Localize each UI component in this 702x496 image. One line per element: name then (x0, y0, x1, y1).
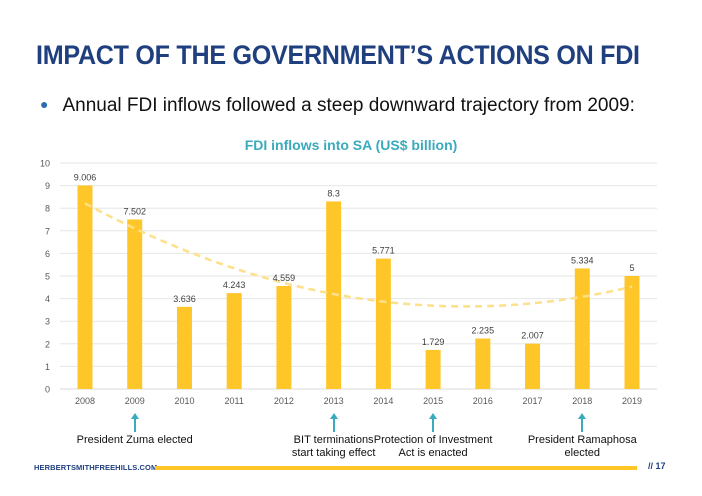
x-tick-label: 2016 (473, 396, 493, 406)
data-label: 9.006 (74, 172, 97, 182)
data-label: 5.334 (571, 255, 594, 265)
annotation-line: BIT terminations (293, 434, 374, 446)
y-tick-label: 10 (40, 159, 50, 169)
x-tick-label: 2014 (373, 396, 393, 406)
bar-2016 (475, 338, 491, 389)
y-tick-label: 7 (45, 226, 50, 236)
bar-2011 (226, 293, 242, 389)
bullet-text: Annual FDI inflows followed a steep down… (62, 95, 635, 116)
annotation-line: Protection of Investment (373, 434, 493, 446)
bar-2008 (77, 185, 93, 389)
bar-2015 (425, 349, 441, 389)
annotation-2018: President Ramaphosa elected (502, 434, 662, 460)
data-labels: 9.006 7.502 3.636 4.243 4.559 8.3 5.771 1.729 2.… (74, 172, 635, 346)
y-tick-label: 2 (45, 339, 50, 349)
annotation-2015: Protection of Investment Act is enacted (353, 434, 513, 460)
page-number: // 17 (648, 461, 666, 471)
x-tick-label: 2017 (523, 396, 543, 406)
up-arrow-icon (429, 413, 438, 432)
bar-2009 (127, 219, 143, 389)
x-axis-ticks: 2008 2009 2010 2011 2012 2013 2014 2015 2016 2017… (75, 396, 642, 406)
data-label: 5.771 (372, 246, 395, 256)
trendline-group (84, 202, 633, 308)
annotation-line: President Zuma elected (76, 434, 193, 446)
up-arrow-icon (578, 413, 587, 432)
y-tick-label: 0 (45, 385, 50, 395)
annotation-line: elected (564, 447, 600, 459)
x-tick-label: 2019 (622, 396, 642, 406)
data-label: 8.3 (327, 188, 340, 198)
annotation-line: start taking effect (291, 447, 376, 459)
gridlines (60, 162, 657, 390)
bar-2018 (574, 268, 590, 389)
bar-2014 (375, 258, 391, 389)
x-tick-label: 2015 (423, 396, 443, 406)
x-tick-label: 2018 (572, 396, 592, 406)
data-label: 7.502 (123, 206, 146, 216)
y-tick-label: 6 (45, 249, 50, 259)
x-tick-label: 2008 (75, 396, 95, 406)
data-label: 2.007 (521, 331, 544, 341)
data-label: 4.559 (273, 273, 296, 283)
annotation-line: President Ramaphosa (527, 434, 637, 446)
footer-bar (155, 466, 637, 470)
y-tick-label: 1 (45, 362, 50, 372)
data-label: 3.636 (173, 294, 196, 304)
bar-2010 (176, 306, 192, 389)
fdi-bar-chart: 0 1 2 3 4 5 6 7 8 9 10 9.006 7.502 3.636 4.243 4.559 8.… (40, 159, 657, 406)
up-arrow-icon (329, 413, 338, 432)
x-tick-label: 2011 (225, 396, 244, 406)
y-tick-label: 3 (45, 317, 50, 327)
annotation-line: Act is enacted (398, 447, 468, 459)
bullet-point: ● Annual FDI inflows followed a steep dow… (40, 95, 635, 117)
y-tick-label: 5 (45, 272, 50, 282)
data-label: 5 (629, 263, 634, 273)
bar-2019 (624, 276, 640, 389)
chart-title: FDI inflows into SA (US$ billion) (244, 137, 458, 153)
up-arrow-icon (130, 413, 139, 432)
bar-2017 (525, 343, 541, 389)
x-tick-label: 2012 (274, 396, 294, 406)
y-axis-ticks: 0 1 2 3 4 5 6 7 8 9 10 (40, 159, 50, 395)
annotation-2009: President Zuma elected (55, 434, 215, 447)
footer-website[interactable]: HERBERTSMITHFREEHILLS.COM (34, 463, 158, 472)
bar-2012 (276, 285, 292, 389)
x-tick-label: 2010 (174, 396, 194, 406)
page-title: IMPACT OF THE GOVERNMENT’S ACTIONS ON FD… (36, 40, 640, 70)
data-label: 2.235 (472, 325, 495, 335)
data-label: 1.729 (422, 337, 445, 347)
data-label: 4.243 (223, 280, 246, 290)
y-tick-label: 8 (45, 204, 50, 214)
bars (77, 185, 640, 389)
x-tick-label: 2013 (324, 396, 344, 406)
x-tick-label: 2009 (125, 396, 145, 406)
trendline (84, 202, 633, 308)
annotation-2013: BIT terminations start taking effect (254, 434, 414, 460)
bullet-icon: ● (40, 96, 49, 112)
y-tick-label: 9 (45, 181, 50, 191)
y-tick-label: 4 (45, 294, 50, 304)
